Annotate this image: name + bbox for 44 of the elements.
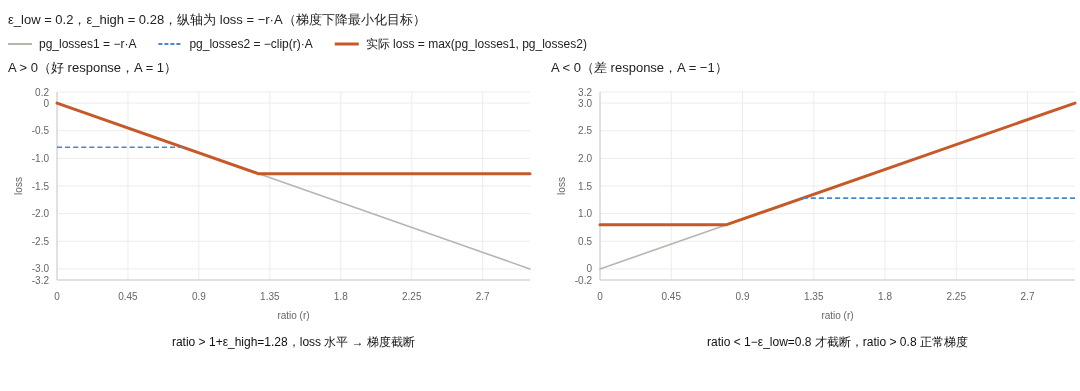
x-tick-label: 0.9 xyxy=(191,291,207,302)
legend-label: 实际 loss = max(pg_losses1, pg_losses2) xyxy=(365,37,587,51)
x-tick-label: 1.8 xyxy=(878,291,893,302)
y-tick-label: 0.2 xyxy=(35,86,50,98)
y-tick-label: -1.0 xyxy=(31,152,50,164)
x-tick-label: 0 xyxy=(597,291,604,302)
y-tick-label: -2.0 xyxy=(31,208,50,220)
x-tick-label: 1.8 xyxy=(333,291,349,302)
y-tick-label: 0 xyxy=(586,263,593,275)
y-axis-title: loss xyxy=(556,177,567,195)
y-tick-label: -3.0 xyxy=(31,263,50,275)
y-tick-label: 2.0 xyxy=(578,152,593,164)
x-tick-label: 2.25 xyxy=(946,291,967,302)
x-tick-label: 1.35 xyxy=(804,291,824,302)
y-tick-label: 0.5 xyxy=(578,235,593,247)
y-tick-label: 3.2 xyxy=(578,86,593,98)
x-axis-title: ratio (r) xyxy=(277,310,310,321)
chart-title: A < 0（差 response，A = −1） xyxy=(551,60,728,75)
text: ratio > 1+ε_high=1.28，loss 水平 → 梯度截断 xyxy=(171,335,416,349)
y-tick-label: 2.5 xyxy=(578,125,593,137)
y-tick-label: -0.2 xyxy=(574,274,593,286)
y-tick-label: 1.0 xyxy=(578,208,593,220)
y-tick-label: 0 xyxy=(43,97,50,109)
x-tick-label: 2.7 xyxy=(1020,291,1035,302)
legend-label: pg_losses1 = −r·A xyxy=(39,37,137,51)
x-tick-label: 0.45 xyxy=(118,291,139,302)
x-tick-label: 0.45 xyxy=(661,291,682,302)
x-tick-label: 0 xyxy=(54,291,61,302)
x-axis-title: ratio (r) xyxy=(821,310,854,321)
y-tick-label: -0.5 xyxy=(31,125,50,137)
x-tick-label: 1.35 xyxy=(260,291,281,302)
chart-subtitle: A > 0（好 response，A = 1） xyxy=(8,60,178,75)
x-tick-label: 0.9 xyxy=(735,291,750,302)
x-tick-label: 2.7 xyxy=(475,291,491,302)
y-tick-label: 1.5 xyxy=(578,180,593,192)
y-tick-label: -2.5 xyxy=(31,235,50,247)
x-tick-label: 2.25 xyxy=(402,291,422,302)
y-axis-title: loss xyxy=(13,177,24,195)
chart-title: ε_low = 0.2，ε_high = 0.28，纵轴为 loss = −r·A（梯度下降最小化目标） xyxy=(8,12,426,27)
y-tick-label: -3.2 xyxy=(31,274,50,286)
text: ratio < 1−ε_low=0.8 才截断，ratio > 0.8 正常梯度 xyxy=(707,335,968,349)
y-tick-label: -1.5 xyxy=(31,180,50,192)
y-tick-label: 3.0 xyxy=(578,97,593,109)
legend-label: pg_losses2 = −clip(r)·A xyxy=(189,37,313,51)
